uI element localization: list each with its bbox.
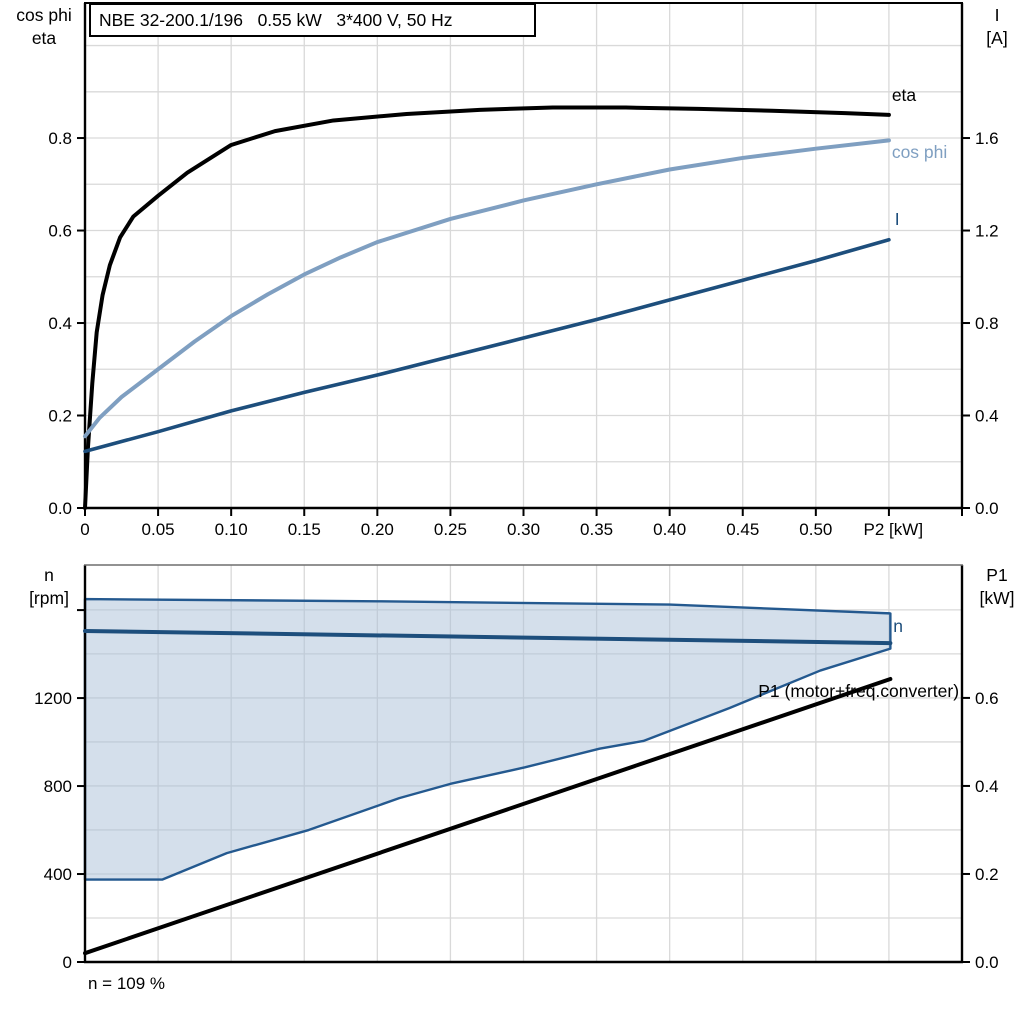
left-axis-title-line2: eta: [31, 28, 57, 48]
x-tick-label: 0.50: [799, 520, 832, 539]
x-axis-label: P2 [kW]: [864, 520, 924, 539]
x-tick-label: 0.40: [653, 520, 686, 539]
right-axis-title-line2: [A]: [986, 28, 1008, 48]
x-tick-label: 0.30: [507, 520, 540, 539]
curve-n: [83, 628, 893, 646]
pump-title-box: NBE 32-200.1/196 0.55 kW 3*400 V, 50 Hz: [89, 3, 536, 37]
y-left-tick-label: 0.6: [48, 221, 72, 240]
top-chart-left-axis-title: cos phi eta: [6, 4, 82, 50]
x-tick-label: 0.10: [215, 520, 248, 539]
label-cos-phi: cos phi: [892, 142, 947, 162]
left-axis-title-line1: cos phi: [16, 5, 72, 25]
x-tick-label: 0.25: [434, 520, 467, 539]
y-right-tick-label: 0.4: [975, 777, 999, 796]
speed-axis-title-line2: [rpm]: [29, 588, 69, 608]
y-right-tick-label: 1.2: [975, 221, 999, 240]
speed-axis-title-line1: n: [44, 565, 54, 585]
bottom-chart-left-axis-title: n [rpm]: [16, 564, 82, 610]
y-left-tick-label: 0.4: [48, 314, 72, 333]
speed-operating-range-area: [83, 597, 892, 881]
speed-percentage-note: n = 109 %: [88, 974, 166, 993]
y-left-tick-label: 0.0: [48, 499, 72, 518]
curve-p1-motor-freq-converter: [83, 676, 893, 956]
right-axis-title-line1: I: [994, 5, 1000, 25]
curve-eta: [83, 105, 891, 510]
y-left-tick-label: 1200: [34, 689, 72, 708]
y-left-tick-label: 0.2: [48, 406, 72, 425]
y-right-tick-label: 1.6: [975, 129, 999, 148]
x-tick-label: 0.35: [580, 520, 613, 539]
label-eta: eta: [892, 85, 917, 105]
x-tick-label: 0.45: [726, 520, 759, 539]
label-n: n: [893, 616, 903, 636]
y-right-tick-label: 0.0: [975, 499, 999, 518]
x-tick-label: 0.15: [288, 520, 321, 539]
y-right-tick-label: 0.4: [975, 406, 999, 425]
x-tick-label: 0.20: [361, 520, 394, 539]
bottom-chart-right-axis-title: P1 [kW]: [970, 564, 1024, 610]
y-right-tick-label: 0.6: [975, 689, 999, 708]
label-p1-motor-freq-converter: P1 (motor+freq.converter): [758, 681, 959, 701]
y-left-tick-label: 0.8: [48, 129, 72, 148]
x-tick-label: 0: [80, 520, 89, 539]
y-left-tick-label: 0: [63, 953, 72, 972]
y-left-tick-label: 400: [44, 865, 72, 884]
x-tick-label: 0.05: [142, 520, 175, 539]
power-axis-title-line2: [kW]: [979, 588, 1015, 608]
y-right-tick-label: 0.8: [975, 314, 999, 333]
top-chart-right-axis-title: I [A]: [972, 4, 1022, 50]
pump-title: NBE 32-200.1/196 0.55 kW 3*400 V, 50 Hz: [99, 9, 453, 30]
y-right-tick-label: 0.2: [975, 865, 999, 884]
curve-i: [83, 237, 891, 454]
power-axis-title-line1: P1: [986, 565, 1008, 585]
curve-cos-phi: [83, 138, 891, 439]
y-right-tick-label: 0.0: [975, 953, 999, 972]
label-i: I: [895, 209, 900, 229]
y-left-tick-label: 800: [44, 777, 72, 796]
